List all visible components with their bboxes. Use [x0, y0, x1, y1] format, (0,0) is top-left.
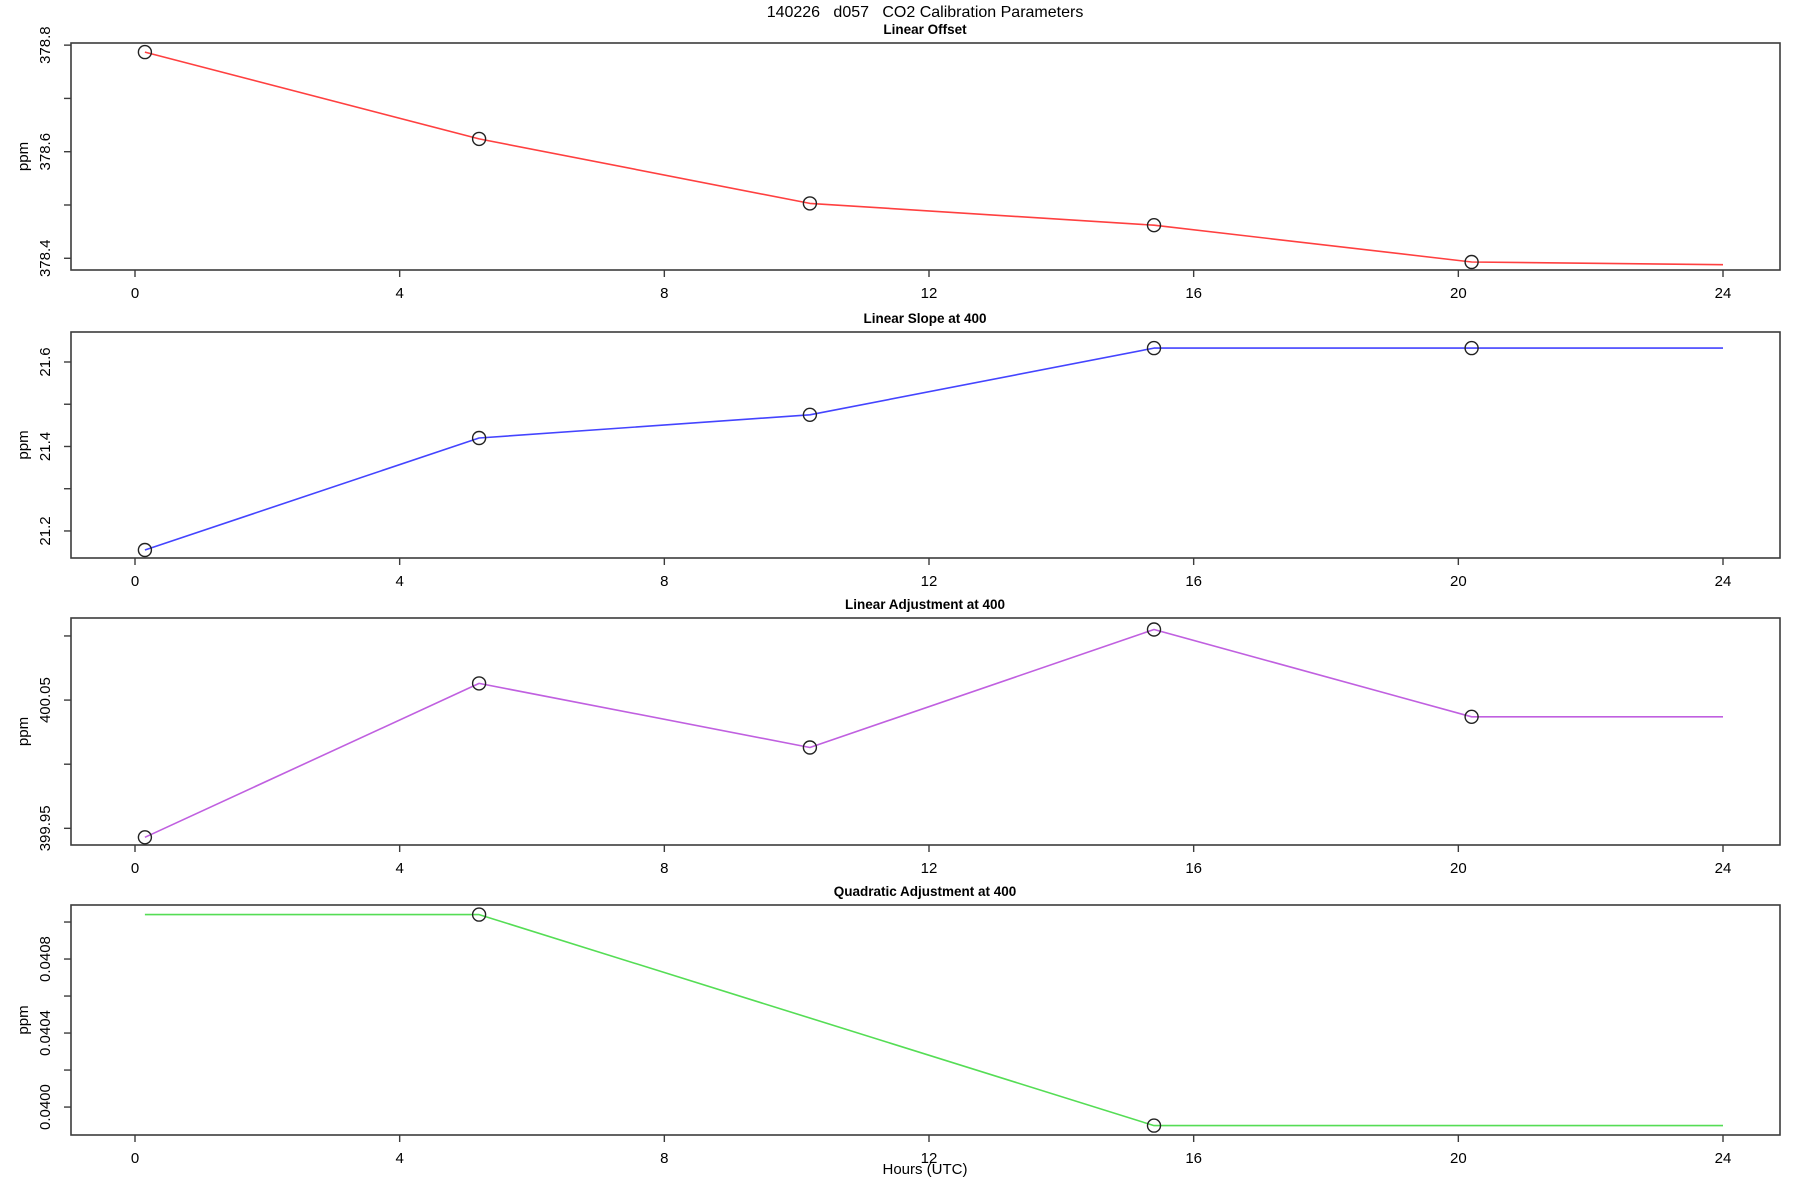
y-axis-title: ppm: [15, 1005, 32, 1034]
data-point-marker: [137, 542, 153, 558]
x-tick-label: 12: [921, 573, 938, 590]
data-point-marker: [1464, 340, 1479, 356]
data-point-marker: [1146, 340, 1162, 356]
x-tick-label: 16: [1185, 285, 1202, 302]
series-line: [144, 628, 1723, 839]
y-tick-label: 378.6: [37, 133, 54, 171]
data-point-marker: [1146, 1118, 1162, 1133]
data-point-marker: [1464, 254, 1479, 270]
x-tick-label: 12: [921, 860, 938, 877]
y-tick-label: 0.0408: [37, 936, 54, 982]
x-tick-label: 20: [1450, 860, 1467, 877]
x-tick-label: 0: [131, 285, 139, 302]
plot-box: [70, 42, 1781, 271]
plot-box: [70, 331, 1781, 559]
x-tick-label: 4: [395, 1150, 403, 1167]
x-tick-label: 24: [1715, 573, 1732, 590]
data-point-marker: [471, 131, 487, 147]
data-point-marker: [137, 44, 153, 60]
panels-group: Linear Offset 0 4 8 12 16 20 24 378.4 378.6 378.8 p…: [15, 22, 1781, 1167]
figure-title: 140226 d057 CO2 Calibration Parameters: [767, 4, 1084, 21]
data-point-marker: [471, 676, 487, 691]
x-tick-label: 8: [660, 860, 668, 877]
series-line: [144, 51, 1724, 266]
y-tick-label: 0.0404: [37, 1010, 54, 1056]
data-point-marker: [1146, 622, 1162, 637]
panel-4: Quadratic Adjustment at 400 0 4 8 12 16 20 24 0.…: [15, 884, 1781, 1167]
panel-2: Linear Slope at 400 0 4 8 12 16 20 24 21.2 21.4 21…: [15, 311, 1781, 590]
y-tick-label: 378.8: [37, 26, 54, 64]
panel-1: Linear Offset 0 4 8 12 16 20 24 378.4 378.6 378.8 p…: [15, 22, 1781, 302]
x-tick-label: 16: [1185, 573, 1202, 590]
y-tick-label: 21.4: [37, 432, 54, 461]
x-tick-label: 4: [395, 573, 403, 590]
data-point-marker: [802, 196, 818, 211]
y-tick-label: 0.0400: [37, 1084, 54, 1130]
panel-title: Linear Slope at 400: [863, 311, 986, 326]
x-tick-label: 24: [1715, 285, 1732, 302]
y-tick-label: 399.95: [37, 805, 54, 851]
x-tick-label: 12: [921, 285, 938, 302]
data-point-marker: [1146, 217, 1162, 233]
y-tick-label: 21.2: [37, 516, 54, 545]
x-tick-label: 16: [1185, 1150, 1202, 1167]
y-tick-label: 400.05: [37, 677, 54, 723]
plot-box: [70, 617, 1781, 846]
x-tick-label: 20: [1450, 573, 1467, 590]
x-tick-label: 20: [1450, 285, 1467, 302]
panel-title: Linear Adjustment at 400: [845, 597, 1005, 612]
series-line: [144, 913, 1723, 1127]
x-tick-label: 4: [395, 860, 403, 877]
x-tick-label: 0: [131, 860, 139, 877]
data-point-marker: [137, 830, 153, 845]
x-tick-label: 16: [1185, 860, 1202, 877]
x-tick-label: 20: [1450, 1150, 1467, 1167]
x-tick-label: 0: [131, 1150, 139, 1167]
y-axis-title: ppm: [15, 717, 32, 746]
data-point-marker: [471, 430, 487, 446]
data-point-marker: [471, 907, 487, 922]
y-tick-label: 21.6: [37, 347, 54, 376]
data-point-marker: [802, 740, 818, 755]
x-tick-label: 8: [660, 573, 668, 590]
x-tick-label: 24: [1715, 860, 1732, 877]
x-tick-label: 24: [1715, 1150, 1732, 1167]
panel-3: Linear Adjustment at 400 0 4 8 12 16 20 24 399.9…: [15, 597, 1781, 877]
data-point-marker: [802, 407, 818, 422]
y-axis-title: ppm: [15, 142, 32, 171]
plot-box: [70, 904, 1781, 1136]
series-line: [144, 347, 1723, 551]
panel-title: Linear Offset: [883, 22, 967, 37]
x-tick-label: 4: [395, 285, 403, 302]
x-tick-label: 12: [921, 1150, 938, 1167]
x-tick-label: 8: [660, 285, 668, 302]
y-tick-label: 378.4: [37, 240, 54, 278]
panel-title: Quadratic Adjustment at 400: [834, 884, 1017, 899]
y-axis-title: ppm: [15, 430, 32, 459]
x-axis-title: Hours (UTC): [883, 1161, 968, 1178]
x-tick-label: 8: [660, 1150, 668, 1167]
x-tick-label: 0: [131, 573, 139, 590]
data-point-marker: [1464, 709, 1479, 724]
